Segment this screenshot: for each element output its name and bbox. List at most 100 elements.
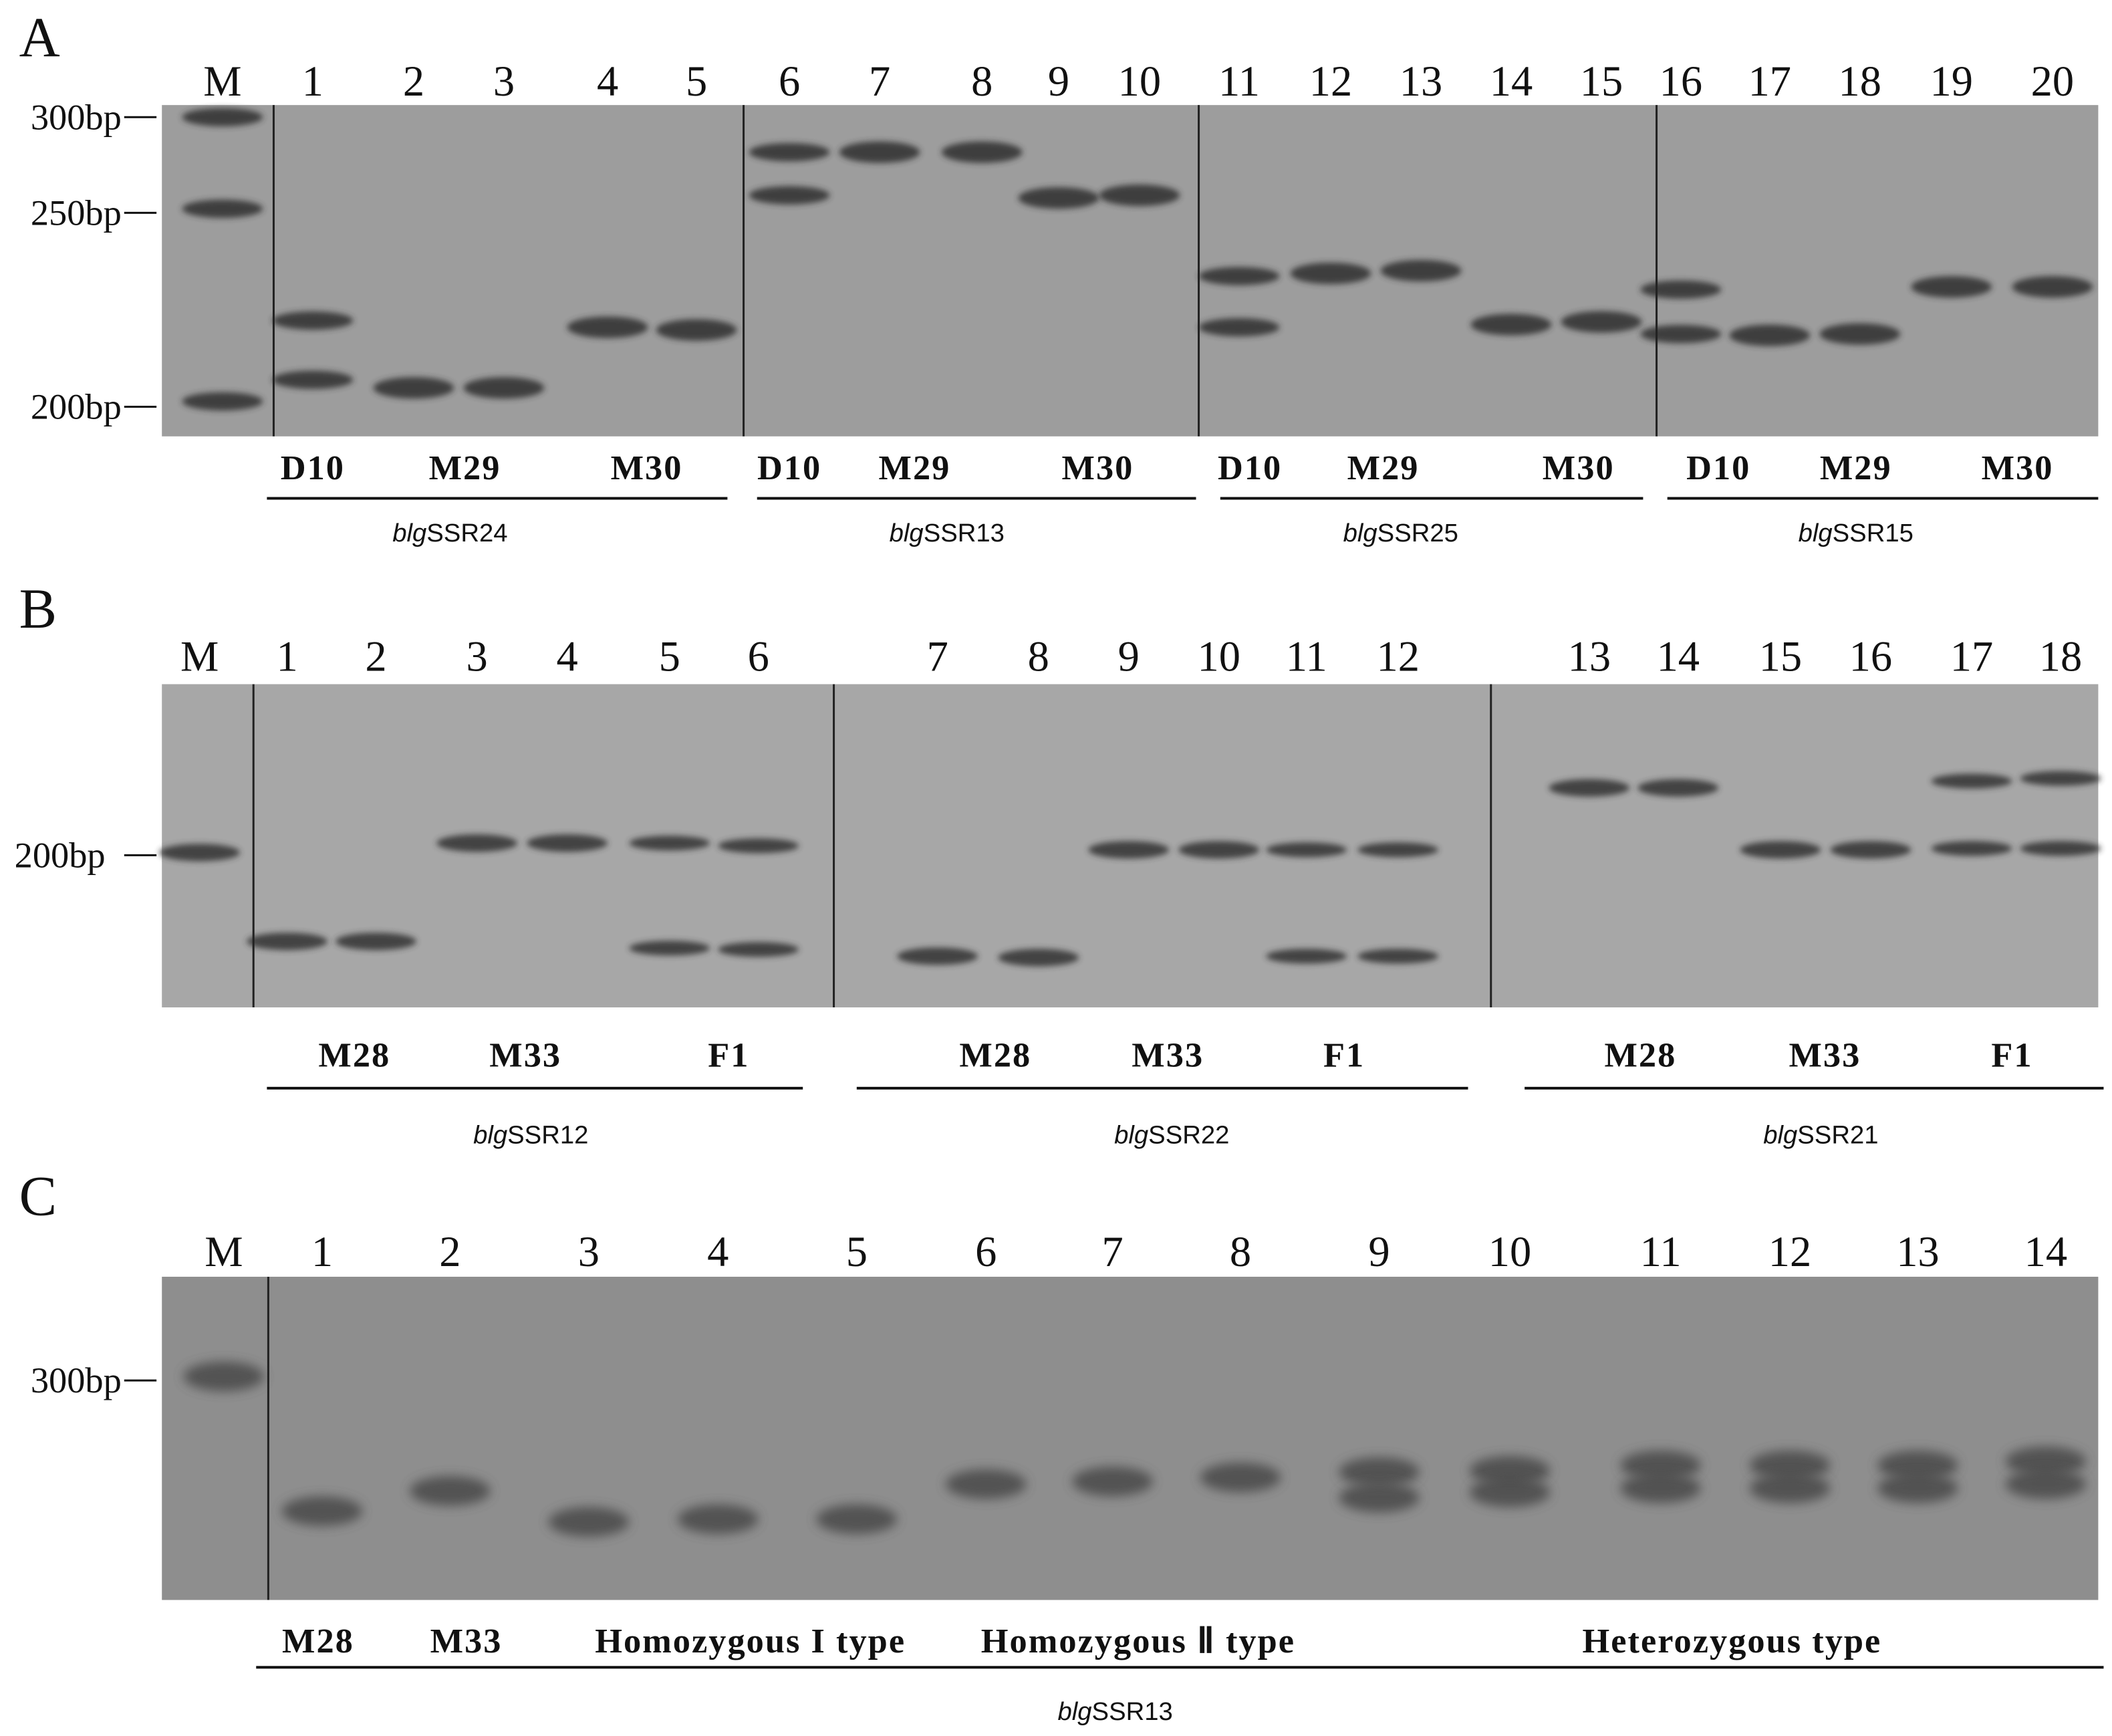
- lane-number: 16: [1660, 57, 1702, 105]
- band: [1640, 280, 1722, 299]
- band: [1072, 1467, 1154, 1497]
- band: [463, 377, 545, 399]
- band: [656, 319, 737, 341]
- lane-number: 14: [1657, 632, 1700, 680]
- lane-number: 15: [1759, 632, 1802, 680]
- band: [159, 844, 241, 862]
- lane-number: 15: [1580, 57, 1623, 105]
- band: [1380, 259, 1462, 282]
- band: [1561, 311, 1642, 333]
- lane-number: 5: [659, 632, 680, 680]
- sample-label: M28: [959, 1036, 1031, 1075]
- sample-label: M29: [879, 449, 951, 487]
- lane-number: 9: [1118, 632, 1140, 680]
- lane-number: 13: [1568, 632, 1611, 680]
- band: [527, 834, 608, 852]
- marker-italic: blg: [392, 519, 426, 547]
- lane-number: 2: [403, 57, 424, 105]
- lane-number: 17: [1748, 57, 1791, 105]
- band: [1749, 1473, 1831, 1503]
- lane-number: 10: [1198, 632, 1240, 680]
- lane-number: 8: [971, 57, 993, 105]
- band: [247, 933, 328, 951]
- lane-number: 4: [707, 1228, 729, 1275]
- lane-number: 10: [1118, 57, 1161, 105]
- lane-number: 6: [779, 57, 800, 105]
- lane-number: 14: [1490, 57, 1533, 105]
- lane-number: 18: [2039, 632, 2082, 680]
- band: [1729, 324, 1811, 346]
- marker-rest: SSR25: [1377, 519, 1458, 547]
- marker-italic: blg: [1057, 1697, 1091, 1726]
- band: [1819, 323, 1901, 345]
- panel: AM 1 2 3 4 5 6 7 8 9 10 11 12 13 14 15 16 17 18 19 20300bp25…: [19, 7, 2099, 547]
- sample-label: M30: [1062, 449, 1134, 487]
- marker-rest: SSR21: [1797, 1121, 1878, 1150]
- band: [629, 941, 710, 956]
- band: [839, 141, 920, 163]
- lane-number: 11: [1286, 632, 1327, 680]
- sample-label: M29: [429, 449, 501, 487]
- band: [1740, 841, 1821, 859]
- band: [1640, 324, 1722, 344]
- lane-number: 7: [927, 632, 948, 680]
- marker-name: blgSSR21: [1763, 1121, 1878, 1150]
- band: [1290, 262, 1371, 285]
- band: [1620, 1450, 1702, 1481]
- ladder-label: 300bp: [31, 97, 122, 137]
- marker-name: blgSSR12: [473, 1121, 588, 1150]
- lane-number: 3: [493, 57, 515, 105]
- marker-italic: blg: [1799, 519, 1833, 547]
- band: [897, 947, 978, 965]
- panel-label: B: [19, 578, 57, 640]
- band: [816, 1504, 898, 1534]
- lane-number: 7: [1102, 1228, 1124, 1275]
- band: [272, 370, 354, 389]
- marker-italic: blg: [890, 519, 924, 547]
- lane-number: M: [205, 1228, 243, 1275]
- ladder-label: 200bp: [15, 835, 106, 875]
- sample-label: D10: [1218, 449, 1282, 487]
- marker-name: blgSSR13: [1057, 1697, 1172, 1726]
- lane-number: M: [180, 632, 219, 680]
- band: [1088, 841, 1170, 859]
- marker-name: blgSSR15: [1799, 519, 1913, 547]
- band: [1178, 841, 1260, 859]
- sample-label: M28: [282, 1622, 354, 1660]
- band: [749, 142, 830, 162]
- sample-label: F1: [708, 1036, 749, 1075]
- sample-label: F1: [1323, 1036, 1365, 1075]
- marker-rest: SSR12: [507, 1121, 588, 1150]
- band: [941, 141, 1023, 163]
- sample-label: M28: [318, 1036, 390, 1075]
- band: [945, 1469, 1027, 1499]
- lane-number: 1: [302, 57, 323, 105]
- marker-rest: SSR13: [924, 519, 1005, 547]
- band: [1266, 949, 1347, 964]
- band: [182, 199, 263, 218]
- band: [1877, 1473, 1958, 1503]
- sample-label: M33: [1789, 1036, 1861, 1075]
- lane-number: 12: [1309, 57, 1352, 105]
- band: [436, 834, 518, 852]
- band: [1357, 949, 1439, 964]
- band: [1198, 267, 1280, 285]
- band: [1549, 779, 1630, 797]
- sample-label: M33: [1132, 1036, 1204, 1075]
- band: [567, 316, 648, 338]
- lane-number: 14: [2024, 1228, 2067, 1275]
- band: [1469, 1477, 1551, 1507]
- lane-number: 18: [1839, 57, 1881, 105]
- band: [749, 186, 830, 205]
- band: [1099, 184, 1180, 207]
- band: [718, 838, 799, 854]
- lane-number: 19: [1930, 57, 1973, 105]
- band: [2020, 841, 2101, 856]
- band: [998, 949, 1079, 967]
- band: [2005, 1446, 2087, 1477]
- sample-label: D10: [281, 449, 345, 487]
- band: [2012, 276, 2093, 298]
